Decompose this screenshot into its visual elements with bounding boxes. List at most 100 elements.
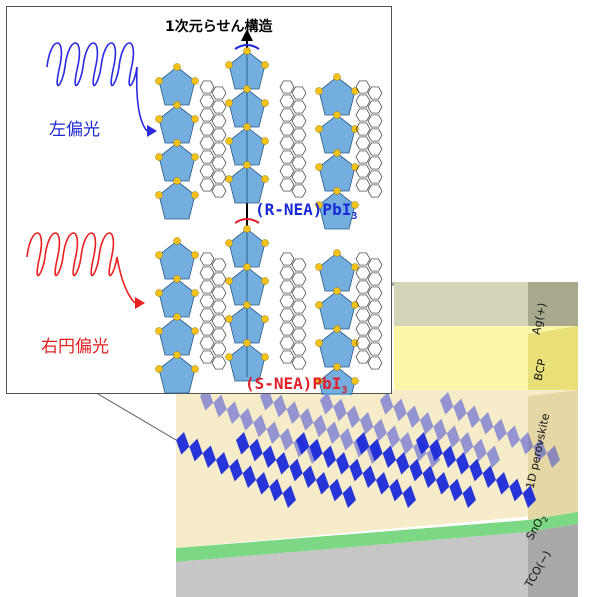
layer-tco	[176, 524, 578, 597]
naphthyl-ring	[211, 128, 227, 142]
iodide-atom	[191, 77, 199, 85]
iodide-atom	[243, 123, 251, 131]
iodide-atom	[155, 77, 163, 85]
helix-segment	[280, 428, 294, 451]
helix-segment	[240, 408, 254, 431]
naphthyl-ring	[355, 280, 371, 294]
helix-segment	[493, 418, 507, 442]
naphthyl-ring	[211, 272, 227, 286]
pbi6-octahedron	[228, 228, 266, 268]
layer-perovskite-side	[528, 390, 578, 520]
naphthyl-ring	[279, 164, 295, 178]
naphthyl-ring	[291, 286, 307, 300]
iodide-atom	[261, 277, 269, 285]
inset-structures	[26, 29, 383, 395]
naphthyl-ring	[355, 350, 371, 364]
naphthyl-ring	[279, 136, 295, 150]
naphthyl-ring	[211, 156, 227, 170]
naphthyl-ring	[367, 86, 383, 100]
iodide-atom	[351, 377, 359, 385]
iodide-atom	[225, 353, 233, 361]
pbi6-octahedron	[318, 366, 356, 395]
naphthyl-ring	[355, 122, 371, 136]
rotation-arrow-red	[234, 218, 260, 224]
naphthyl-ring	[211, 356, 227, 370]
helix-segment	[262, 445, 276, 468]
naphthyl-ring	[367, 314, 383, 328]
helix-segment	[396, 452, 410, 475]
iodide-atom	[173, 139, 181, 147]
layer-bcp-side	[528, 326, 578, 396]
iodide-atom	[191, 251, 199, 259]
helix-segment	[402, 485, 416, 508]
helix-segment	[316, 472, 330, 495]
helix-segment	[400, 432, 414, 455]
pbi6-octahedron	[318, 152, 356, 192]
iodide-atom	[261, 61, 269, 69]
naphthyl-ring	[279, 80, 295, 94]
naphthyl-ring	[291, 328, 307, 342]
naphthyl-ring	[279, 122, 295, 136]
helix-segment	[266, 421, 280, 444]
helix-segment	[320, 392, 334, 415]
naphthyl-ring	[211, 342, 227, 356]
iodide-atom	[315, 201, 323, 209]
helix-segment	[482, 465, 496, 488]
helix-segment	[302, 465, 316, 488]
naphthyl-ring	[211, 258, 227, 272]
naphthyl-ring	[355, 80, 371, 94]
iodide-atom	[333, 287, 341, 295]
helix-segment	[393, 398, 407, 422]
naphthyl-ring	[291, 314, 307, 328]
right-polarized-wave	[26, 232, 136, 304]
iodide-atom	[261, 315, 269, 323]
iodide-atom	[225, 175, 233, 183]
naphthyl-ring	[279, 150, 295, 164]
naphthyl-ring	[199, 266, 215, 280]
octahedral-columns	[155, 47, 383, 395]
naphthyl-ring	[291, 114, 307, 128]
helix-segment	[466, 405, 480, 428]
pbi6-octahedron	[228, 164, 266, 204]
iodide-atom	[333, 111, 341, 119]
helix-segment	[433, 418, 447, 442]
naphthyl-ring	[279, 322, 295, 336]
helix-segment	[226, 401, 240, 424]
iodide-atom	[191, 289, 199, 297]
naphthyl-ring	[211, 314, 227, 328]
pbi6-octahedron	[228, 342, 266, 382]
naphthyl-ring	[355, 150, 371, 164]
iodide-atom	[315, 263, 323, 271]
iodide-atom	[173, 275, 181, 283]
iodide-atom	[261, 99, 269, 107]
pbi6-octahedron	[228, 266, 266, 306]
layer-ag-side	[528, 282, 578, 334]
naphthyl-ring	[199, 336, 215, 350]
iodide-atom	[173, 237, 181, 245]
helix-segment	[496, 472, 510, 495]
iodide-atom	[155, 327, 163, 335]
naphthyl-ring	[199, 178, 215, 192]
naphthyl-ring	[199, 80, 215, 94]
naphthyl-ring	[199, 108, 215, 122]
naphthyl-ring	[199, 322, 215, 336]
naphthyl-ring	[291, 100, 307, 114]
inset-panel: 1次元らせん構造 左偏光 右円偏光 (R-NEA)PbI3 (S-NEA)PbI…	[6, 6, 392, 396]
iodide-atom	[173, 351, 181, 359]
naphthyl-ring	[355, 164, 371, 178]
helix-segment	[249, 438, 263, 462]
naphthyl-ring	[199, 252, 215, 266]
helix-segment	[409, 458, 423, 482]
naphthyl-ring	[279, 308, 295, 322]
iodide-atom	[261, 137, 269, 145]
naphthyl-ring	[291, 86, 307, 100]
helix-segment	[256, 472, 270, 495]
naphthyl-ring	[367, 170, 383, 184]
pbi6-octahedron	[318, 76, 356, 116]
pbi6-octahedron	[318, 328, 356, 368]
iodide-atom	[225, 315, 233, 323]
naphthyl-ring	[355, 136, 371, 150]
naphthyl-ring	[279, 266, 295, 280]
naphthyl-ring	[199, 308, 215, 322]
